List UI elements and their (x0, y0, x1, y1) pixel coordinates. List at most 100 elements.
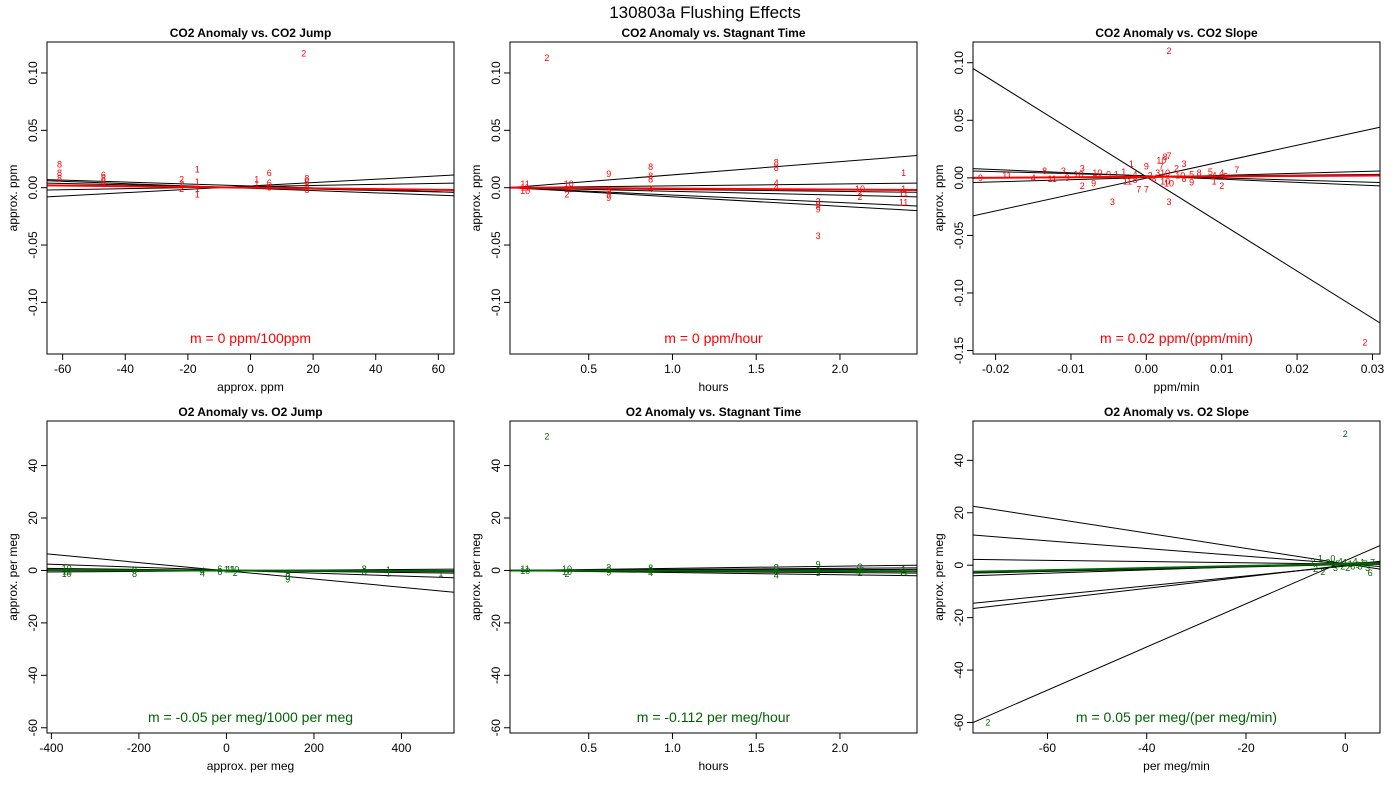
data-point: 1 (386, 565, 391, 575)
x-tick-label: 20 (306, 362, 320, 376)
data-point: 2 (544, 432, 549, 442)
x-tick-label: 1.5 (748, 741, 765, 755)
data-point: 10 (562, 564, 572, 574)
y-tick-label: 40 (489, 459, 503, 473)
panel-title: O2 Anomaly vs. O2 Slope (1104, 405, 1249, 419)
data-point: 4 (774, 183, 779, 193)
data-point: 2 (1310, 556, 1315, 566)
x-tick-label: 40 (369, 362, 383, 376)
x-axis-label: hours (698, 759, 728, 773)
x-tick-label: -200 (127, 741, 151, 755)
data-point: 1 (1121, 167, 1126, 177)
y-axis-label: approx. ppm (469, 165, 483, 232)
x-tick-label: -400 (39, 741, 63, 755)
data-point: 10 (62, 569, 72, 579)
data-point: 0 (1330, 554, 1335, 564)
data-point: 9 (816, 204, 821, 214)
data-point: 10 (562, 567, 572, 577)
data-point: 1 (386, 568, 391, 578)
data-point: 1 (1348, 559, 1353, 569)
fit-line (510, 187, 917, 212)
mean-fit-line (510, 186, 917, 191)
y-tick-label: -0.10 (952, 279, 966, 307)
data-point: 1 (901, 184, 906, 194)
data-point: 6 (267, 183, 272, 193)
data-point: 2 (1166, 46, 1171, 56)
data-point: 10 (1160, 176, 1170, 186)
data-point: 11 (899, 198, 908, 208)
data-point: 10 (520, 186, 530, 196)
data-point: 8 (57, 174, 62, 184)
y-tick-label: -0.05 (26, 231, 40, 259)
data-point: 6 (1368, 568, 1373, 578)
plot-frame (46, 420, 455, 734)
slope-annotation: m = 0.05 per meg/(per meg/min) (1076, 709, 1277, 725)
data-point: 2 (179, 184, 184, 194)
data-point: 10 (1156, 156, 1166, 166)
data-point: 2 (858, 187, 863, 197)
data-point: 8 (1163, 152, 1168, 162)
data-point: 8 (774, 157, 779, 167)
data-point: 1 (195, 184, 200, 194)
mean-fit-line (47, 569, 454, 572)
data-point: 2 (544, 53, 549, 63)
y-tick-label: 0.00 (489, 176, 503, 200)
data-point: 11 (899, 567, 908, 577)
data-point: 2 (858, 192, 863, 202)
data-point: 8 (1151, 174, 1156, 184)
data-point: 2 (179, 179, 184, 189)
x-tick-label: -40 (1138, 741, 1156, 755)
data-point: 8 (362, 567, 367, 577)
fit-line (973, 505, 1380, 570)
panel-title: CO2 Anomaly vs. CO2 Jump (170, 26, 332, 40)
fit-line (510, 155, 917, 189)
data-point: 7 (1370, 558, 1375, 568)
data-point: 8 (57, 168, 62, 178)
plot-frame (972, 420, 1381, 734)
data-point: 4 (1133, 169, 1138, 179)
data-point: 5 (1358, 562, 1363, 572)
data-point: 3 (606, 185, 611, 195)
data-point: 2 (858, 568, 863, 578)
plot-frame (509, 41, 918, 355)
y-tick-label: 0 (952, 562, 966, 569)
x-tick-label: 0.5 (580, 741, 597, 755)
y-tick-label: -20 (952, 609, 966, 627)
data-point: 3 (1061, 166, 1066, 176)
x-tick-label: 1.0 (664, 362, 681, 376)
panel-title: O2 Anomaly vs. Stagnant Time (626, 405, 802, 419)
data-point: 8 (648, 175, 653, 185)
data-point: 9 (1065, 173, 1070, 183)
data-point: 8 (101, 174, 106, 184)
data-point: 7 (1363, 559, 1368, 569)
data-point: 11 (1002, 171, 1011, 181)
panel-title: O2 Anomaly vs. O2 Jump (178, 405, 322, 419)
data-point: 4 (1219, 168, 1224, 178)
x-tick-label: -20 (1237, 741, 1255, 755)
data-point: 1 (224, 565, 229, 575)
data-point: 6 (217, 564, 222, 574)
fit-line (973, 68, 1380, 324)
data-point: 2 (1313, 564, 1318, 574)
y-tick-label: 0.00 (26, 176, 40, 200)
y-tick-label: 20 (489, 511, 503, 525)
data-point: 5 (1223, 172, 1228, 182)
data-point: 9 (285, 569, 290, 579)
data-point: 2 (1219, 181, 1224, 191)
data-point: 8 (774, 567, 779, 577)
data-point: 4 (1031, 173, 1036, 183)
data-point: 9 (1189, 177, 1194, 187)
data-point: 1 (901, 168, 906, 178)
data-point: 4 (200, 566, 205, 576)
data-point: 8 (774, 163, 779, 173)
data-point: 3 (1166, 197, 1171, 207)
data-point: 2 (1148, 171, 1153, 181)
data-point: 9 (606, 190, 611, 200)
data-point: 1 (195, 164, 200, 174)
data-point: 8 (648, 162, 653, 172)
slope-annotation: m = -0.05 per meg/1000 per meg (148, 709, 353, 725)
data-point: 6 (304, 177, 309, 187)
